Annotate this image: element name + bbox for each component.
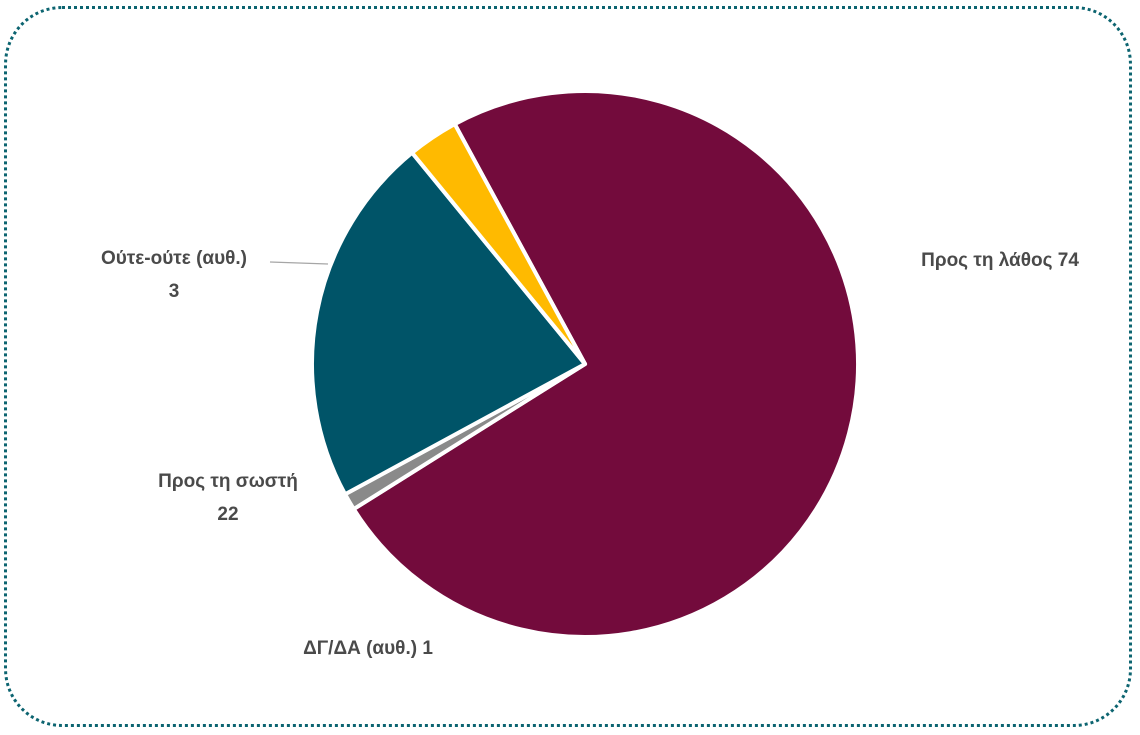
pie-slice-oute (410, 122, 587, 366)
data-label-dg: ΔΓ/ΔΑ (αυθ.) 1 (303, 638, 433, 659)
pie-slice-sosti (310, 150, 587, 497)
leader-line-oute (269, 261, 329, 265)
data-label-sosti-name: Προς τη σωστή (158, 471, 298, 492)
pie-slices (310, 88, 860, 639)
data-label-lathos: Προς τη λάθος 74 (921, 250, 1079, 271)
chart-frame (4, 6, 1132, 727)
data-label-sosti-value: 22 (217, 504, 238, 525)
pie-slice-lathos (351, 88, 860, 639)
data-label-oute-value: 3 (169, 281, 180, 302)
data-label-oute-name: Ούτε-ούτε (αυθ.) (101, 248, 247, 269)
